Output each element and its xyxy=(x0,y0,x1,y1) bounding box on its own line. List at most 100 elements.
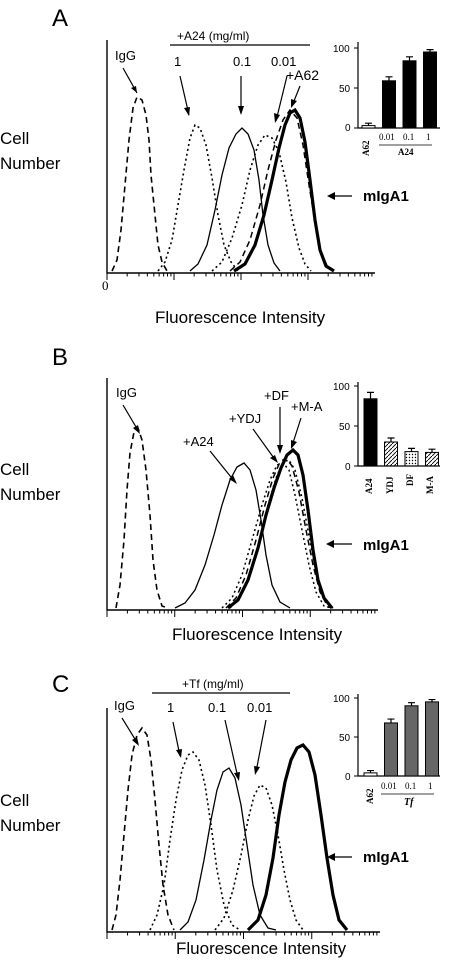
panel-a-arrowhead-a62 xyxy=(291,99,297,108)
panel-a-ticks xyxy=(106,273,373,280)
panel-c-inset-bar-1 xyxy=(384,722,398,777)
panel-c-inset-bars xyxy=(363,698,439,777)
panel-c-inset-errorbar-0 xyxy=(367,769,374,773)
panel-c-arrowhead-0-01 xyxy=(254,766,260,775)
panel-a-ylabel-2: Number xyxy=(0,154,61,173)
panel-c-ylabel-2: Number xyxy=(0,816,61,835)
panel-a-arrowhead-igg xyxy=(131,86,137,93)
panel-b-inset-errorbar-1 xyxy=(387,437,395,442)
panel-c-histogram-igg xyxy=(111,726,175,931)
panel-c-inset-bar-2 xyxy=(404,705,419,777)
panel-b-label-a24: +A24 xyxy=(183,434,214,449)
panel-c-histogram-tf-0-1 xyxy=(179,767,277,931)
panel-b-arrow-a24 xyxy=(209,450,236,483)
panel-a-label-1: 1 xyxy=(174,54,181,69)
panel-a-ylabel-1: Cell xyxy=(0,129,29,148)
panel-c: C Cell Number Fluorescence Intensity +Tf… xyxy=(0,671,440,958)
panel-b-arrowhead-igg xyxy=(133,425,140,434)
panel-b-inset-bar-2 xyxy=(404,451,419,467)
panel-a-inset-bar-2 xyxy=(402,60,417,129)
panel-a-histogram-igg xyxy=(111,95,168,272)
panel-a-arrow-0-01 xyxy=(275,75,288,122)
panel-a-inset-errorbar-2 xyxy=(406,56,413,61)
panel-c-inset-cat-a62: A62 xyxy=(365,788,375,804)
panel-c-inset-cat-1: 1 xyxy=(428,781,433,791)
panel-c-label-0-1: 0.1 xyxy=(208,700,226,715)
panel-b-inset-errorbar-3 xyxy=(428,448,436,453)
panel-b-inset-cat-ydj: YDJ xyxy=(385,476,395,494)
panel-a-inset-group: A24 xyxy=(398,147,414,157)
panel-b-letter: B xyxy=(52,344,68,371)
panel-a-inset-ytick-0: 0 xyxy=(345,123,351,134)
panel-b-arrowhead-m-a xyxy=(291,440,297,449)
panel-a-inset-cat-1: 1 xyxy=(426,132,431,142)
panel-a-inset-errorbar-1 xyxy=(385,76,393,81)
panel-c-arrowhead-0-1 xyxy=(234,772,240,781)
panel-c-label-0-01: 0.01 xyxy=(247,700,272,715)
panel-b-inset-errorbar-2 xyxy=(408,447,415,452)
panel-c-xlabel: Fluorescence Intensity xyxy=(176,939,347,958)
panel-a-label-migA1: mIgA1 xyxy=(363,188,409,205)
panel-b-ticks xyxy=(106,610,376,617)
panel-a-label-igg: IgG xyxy=(115,48,136,63)
panel-b-arrowhead-df xyxy=(277,445,283,454)
panel-b-label-m-a: +M-A xyxy=(291,399,323,414)
panel-c-inset-ytick-50: 50 xyxy=(339,733,351,744)
panel-a-arrowhead-0-01 xyxy=(274,113,280,123)
panel-a-inset-bar-3 xyxy=(423,51,437,129)
panel-c-inset-ytick-100: 100 xyxy=(333,694,350,705)
panel-c-inset-bar-0 xyxy=(363,772,378,777)
panel-b-label-igg: IgG xyxy=(116,385,137,400)
panel-a-arrowhead-migA1 xyxy=(327,192,335,200)
panel-b-histogram-igg xyxy=(115,426,169,609)
panel-c-arrowhead-igg xyxy=(132,737,139,746)
panel-a-label-a62: +A62 xyxy=(286,67,319,83)
panel-c-histogram-migA1 xyxy=(246,743,349,932)
panel-a-bracket-label: +A24 (mg/ml) xyxy=(177,29,249,43)
panel-a-inset-cat-a62: A62 xyxy=(361,140,371,156)
panel-b-ylabel-2: Number xyxy=(0,485,61,504)
panel-a-histogram-a24-1 xyxy=(157,123,239,272)
panel-c-inset-cat-0-01: 0.01 xyxy=(381,781,397,791)
panel-a-inset-cat-0-1: 0.1 xyxy=(403,132,414,142)
panel-a-histogram-migA1 xyxy=(233,107,335,273)
panel-c-arrow-0-01 xyxy=(255,719,267,773)
panel-c-inset-errorbar-2 xyxy=(408,702,415,706)
panel-c-inset-group: Tf xyxy=(404,797,415,808)
panel-a-inset-errorbar-0 xyxy=(365,122,372,126)
panel-b-inset-ytick-100: 100 xyxy=(333,382,350,393)
panel-b-ylabel-1: Cell xyxy=(0,460,29,479)
panel-c-histogram-tf-1 xyxy=(149,750,241,931)
panel-a-histogram-a24-0-01 xyxy=(211,134,312,272)
panel-a-inset-ytick-50: 50 xyxy=(339,84,351,95)
panel-a-inset-errorbar-3 xyxy=(426,49,434,52)
panel-c-inset-errorbar-1 xyxy=(387,718,395,723)
panel-a-label-0-1: 0.1 xyxy=(233,54,251,69)
panel-a-inset-ytick-100: 100 xyxy=(333,44,350,55)
panel-c-arrow-0-1 xyxy=(224,719,239,779)
panel-b-arrow-ydj xyxy=(252,428,277,462)
panel-a-inset-bars xyxy=(361,49,437,129)
panel-c-arrowhead-1 xyxy=(176,749,182,758)
panel-b-arrowhead-ydj xyxy=(270,455,278,463)
panel-b-label-migA1: mIgA1 xyxy=(363,537,409,554)
panel-a-xlabel: Fluorescence Intensity xyxy=(155,308,326,327)
panel-a-histogram-a24-0-1 xyxy=(189,127,281,272)
panel-b-arrowhead-migA1 xyxy=(326,540,334,548)
panel-c-inset-errorbar-3 xyxy=(428,698,436,702)
panel-c-inset: 100 50 0 A62 0.01 0.1 1 Tf xyxy=(333,694,440,808)
panel-b-inset-cat-a24: A24 xyxy=(364,478,374,494)
panel-c-inset-cat-0-1: 0.1 xyxy=(405,781,416,791)
panel-b-inset-bars xyxy=(363,391,439,467)
panel-b-inset-ytick-50: 50 xyxy=(339,422,351,433)
panel-c-label-1: 1 xyxy=(167,700,174,715)
panel-c-inset-ytick-0: 0 xyxy=(345,772,351,783)
panel-c-arrowhead-migA1 xyxy=(327,853,335,861)
panel-a-axes xyxy=(106,40,375,274)
panel-b-label-df: +DF xyxy=(264,388,289,403)
panel-a-inset-bar-1 xyxy=(382,80,396,129)
panel-b-inset: 100 50 0 A24 YDJ DF M-A xyxy=(333,382,440,494)
panel-a-arrowhead-1 xyxy=(184,107,190,116)
panel-c-letter: C xyxy=(52,671,69,698)
panel-b-inset-bar-0 xyxy=(363,398,378,467)
